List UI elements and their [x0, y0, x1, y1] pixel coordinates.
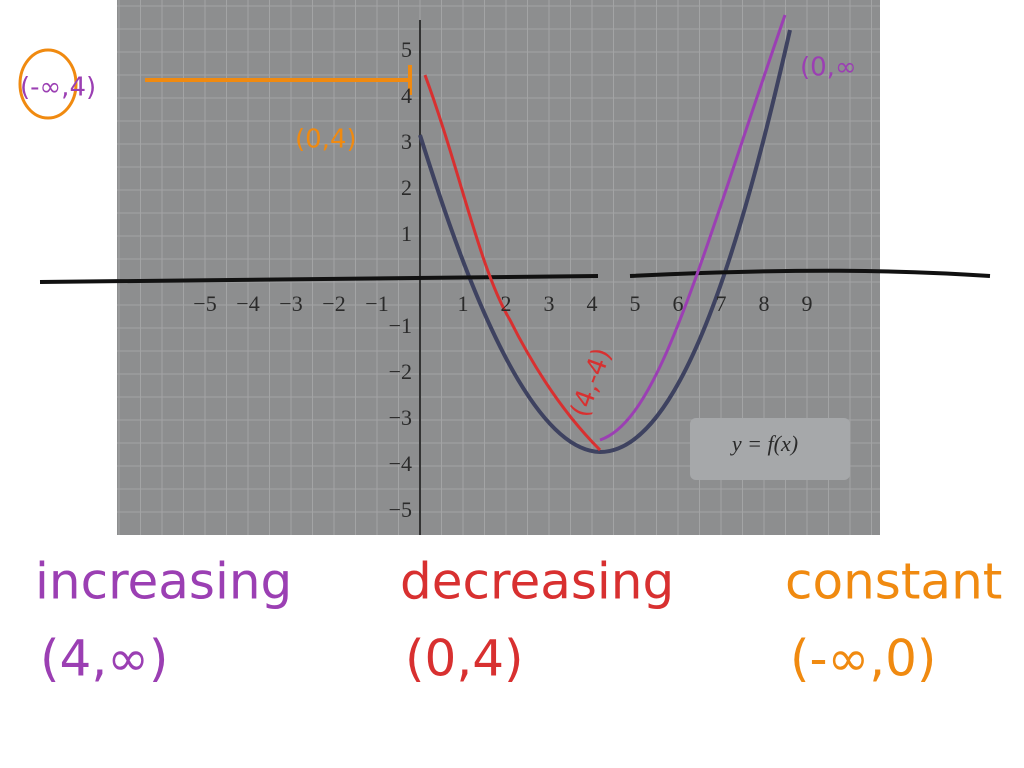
- x-tick-label: −1: [365, 291, 388, 316]
- summary-interval: (-∞,0): [790, 630, 936, 688]
- summary: increasing (4,∞) decreasing (0,4) constant (-…: [35, 553, 1002, 688]
- x-tick-label: −3: [279, 291, 302, 316]
- x-tick-label: 9: [802, 291, 813, 316]
- x-tick-label: −5: [193, 291, 216, 316]
- summary-interval: (0,4): [405, 630, 524, 688]
- x-tick-label: 1: [458, 291, 469, 316]
- y-tick-label: −4: [389, 451, 412, 476]
- y-tick-label: −1: [389, 313, 412, 338]
- y-tick-label: −2: [389, 359, 412, 384]
- y-tick-label: 5: [401, 37, 412, 62]
- y-tick-label: 2: [401, 175, 412, 200]
- x-tick-label: 5: [630, 291, 641, 316]
- x-tick-label: −2: [322, 291, 345, 316]
- summary-interval: (4,∞): [40, 630, 168, 688]
- curve-label-box: [690, 418, 850, 480]
- x-axis-drawn: [39, 268, 991, 284]
- summary-label: increasing: [35, 553, 292, 611]
- x-tick-label: 2: [501, 291, 512, 316]
- y-tick-label: 1: [401, 221, 412, 246]
- annotation-start: (0,4): [295, 125, 357, 155]
- y-tick-label: −3: [389, 405, 412, 430]
- annotation-top-left: (-∞,4): [20, 73, 96, 103]
- x-tick-label: −4: [236, 291, 259, 316]
- graph-curve: [418, 29, 792, 455]
- x-tick-label: 8: [759, 291, 770, 316]
- summary-label: constant: [785, 553, 1002, 611]
- y-tick-label: 4: [401, 83, 412, 108]
- y-tick-label: −5: [389, 497, 412, 522]
- y-tick-label: 3: [401, 129, 412, 154]
- x-tick-label: 3: [544, 291, 555, 316]
- decreasing-line: [423, 74, 602, 452]
- constant-line: [145, 65, 412, 95]
- increasing-line: [599, 14, 787, 442]
- x-tick-label: 4: [587, 291, 598, 316]
- x-tick-label: 7: [716, 291, 727, 316]
- annotation-top-right: (0,∞: [800, 53, 857, 83]
- circle: [18, 48, 78, 120]
- x-tick-label: 6: [673, 291, 684, 316]
- curve-label: y = f(x): [730, 431, 798, 456]
- summary-label: decreasing: [400, 553, 674, 611]
